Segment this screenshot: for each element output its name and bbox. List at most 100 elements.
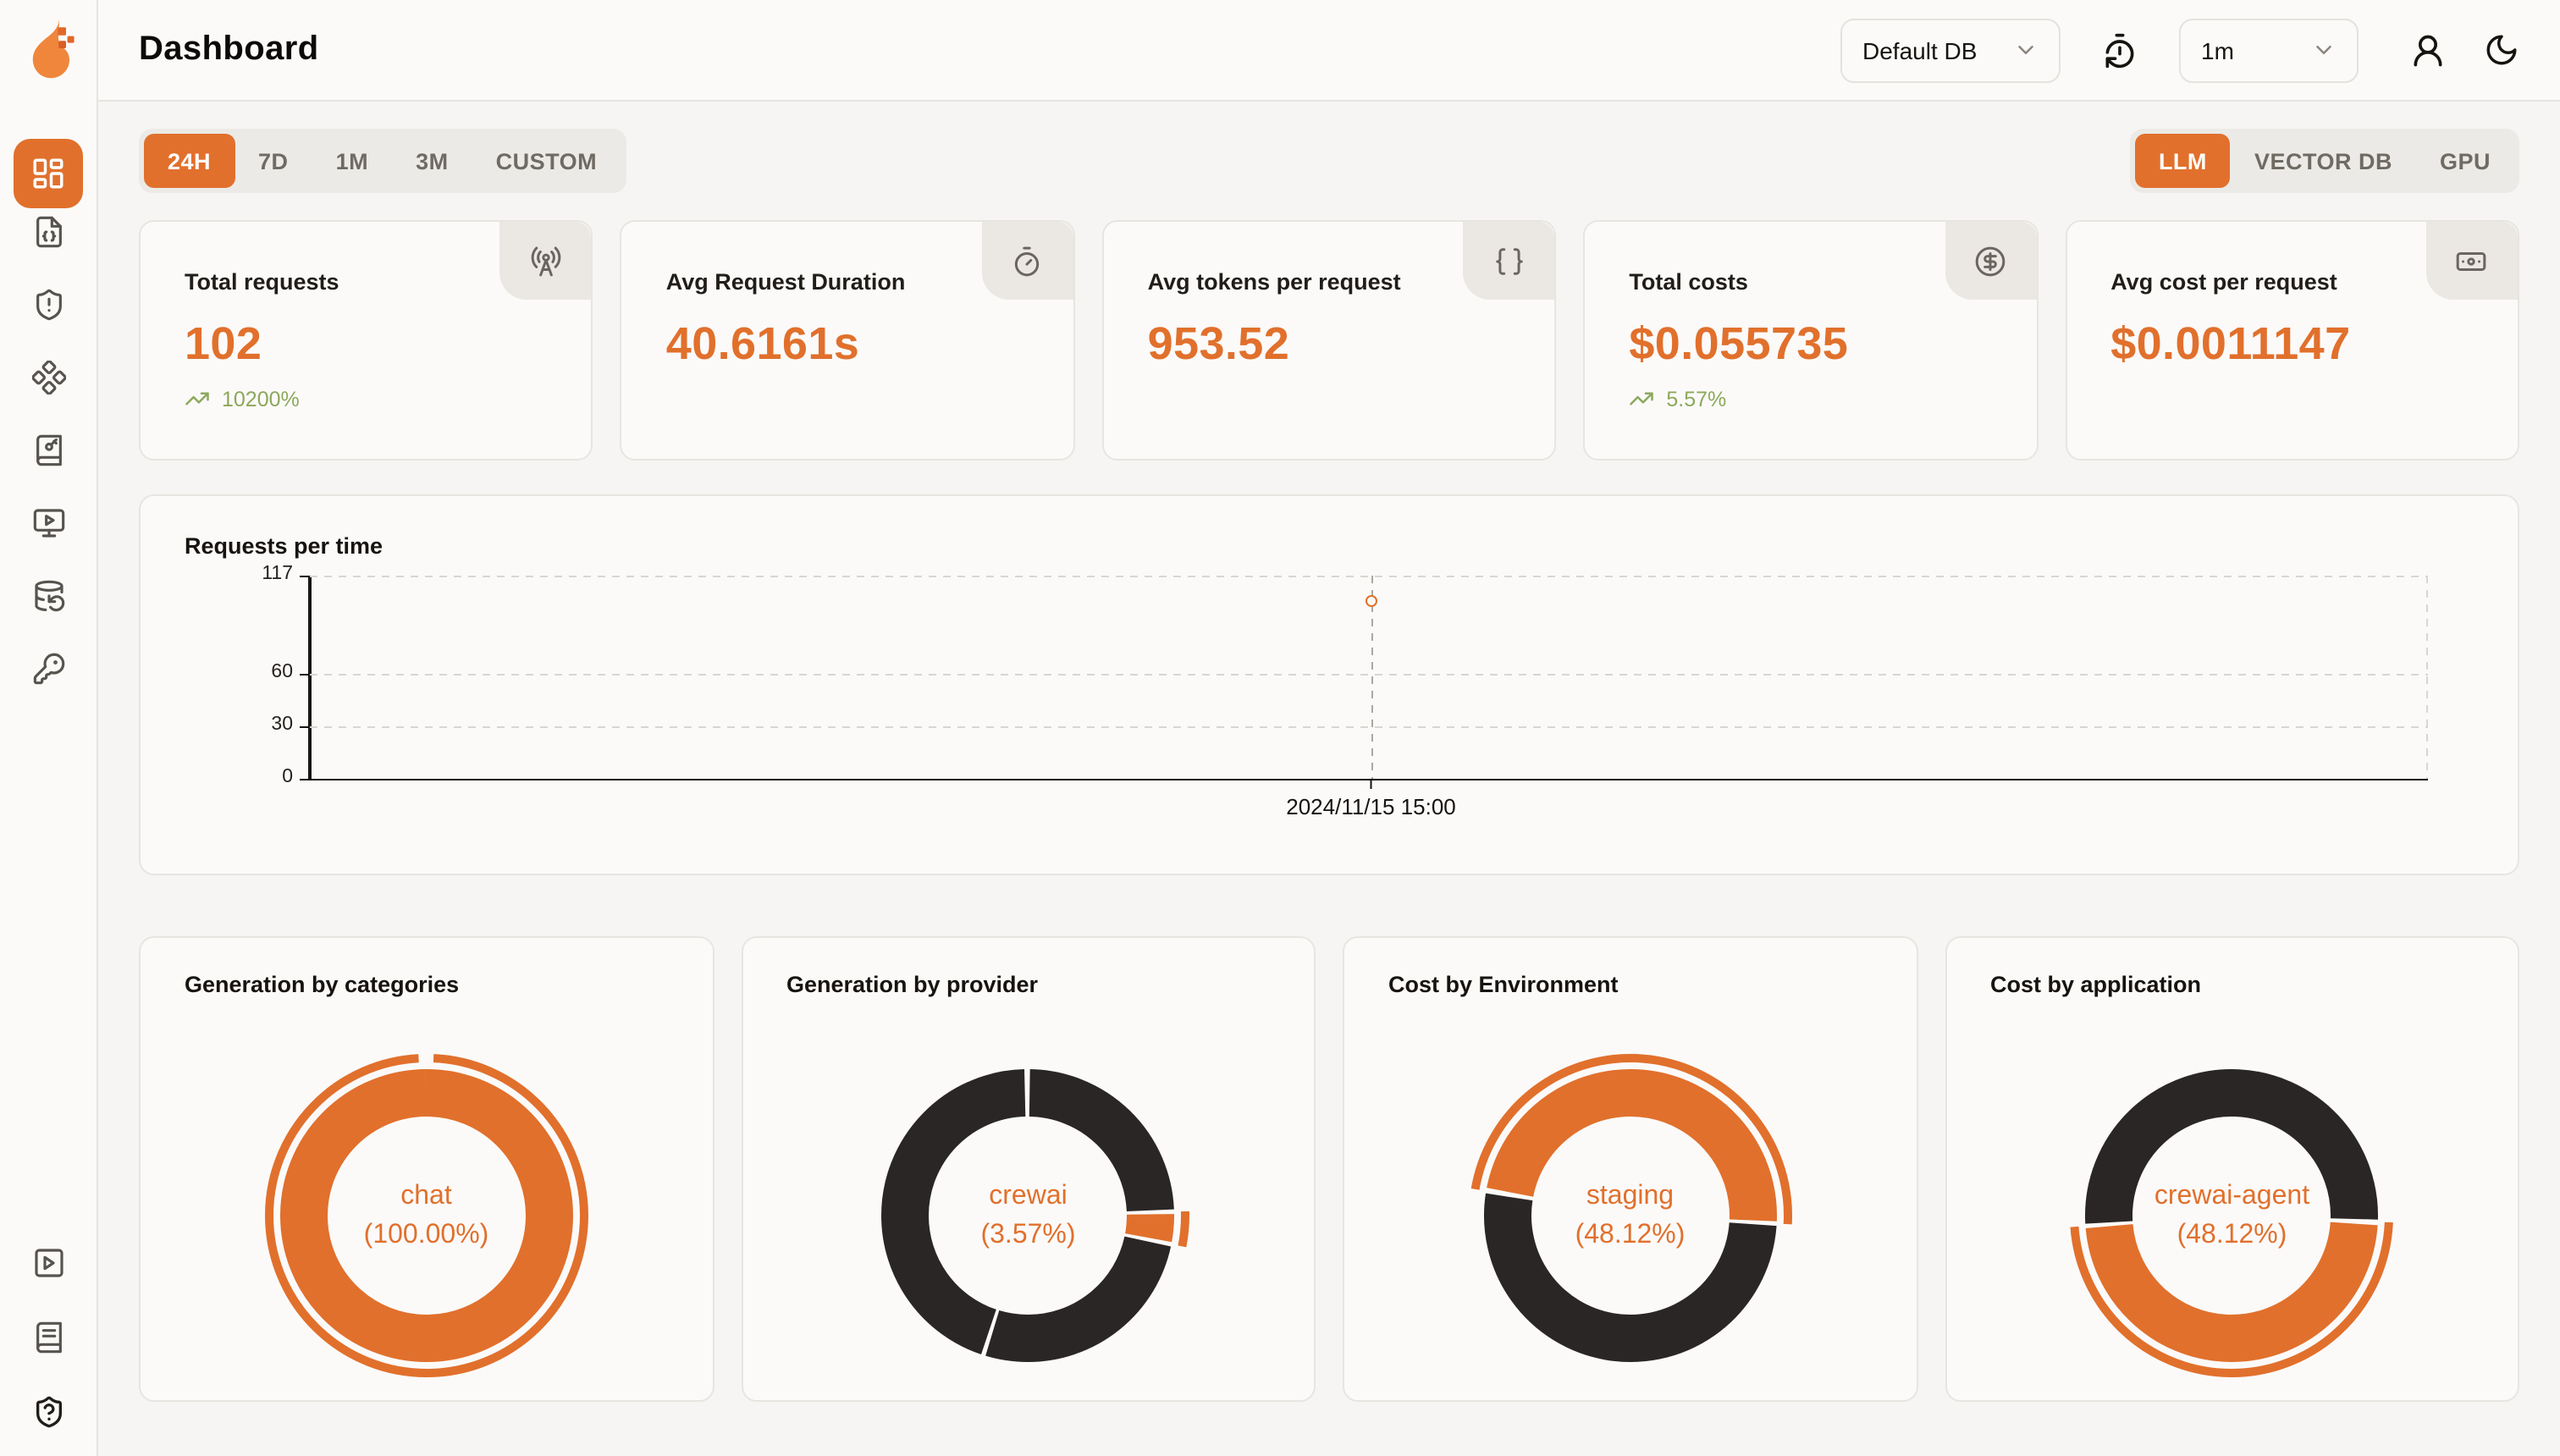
donut-center-label: crewai (3.57%) [980,1181,1076,1249]
donut-card-title: Generation by categories [185,972,460,997]
gridline [310,576,2428,577]
sidebar-item-documentation[interactable] [31,1321,65,1354]
trending-up-icon [185,386,210,411]
user-icon [2409,31,2447,69]
stats-row: Total requests 102 10200% Avg Request Du… [139,220,2519,461]
y-tick [300,778,310,780]
interval-selector-value: 1m [2201,36,2234,63]
donut-card-generation-by-categories: Generation by categories chat (100.00%) [139,936,714,1402]
tab-llm[interactable]: LLM [2134,134,2231,188]
donut-chart-environment[interactable]: staging (48.12%) [1461,1046,1800,1385]
donut-card-title: Generation by provider [786,972,1039,997]
y-tick-label: 0 [282,767,293,787]
key-icon [31,652,65,686]
x-tick-label: 2024/11/15 15:00 [1286,794,1456,819]
sidebar-item-exceptions[interactable] [31,288,65,322]
book-key-icon [31,433,65,467]
chevron-down-icon [2013,37,2039,63]
data-point[interactable] [1365,595,1377,608]
tab-gpu[interactable]: GPU [2439,148,2491,174]
database-selector-value: Default DB [1862,36,1978,63]
hover-guide-line [1371,576,1373,779]
tab-7d[interactable]: 7D [258,148,289,174]
sidebar-item-dashboard[interactable] [14,139,83,208]
x-axis-line [308,778,2428,780]
stat-trend-value: 5.57% [1666,387,1727,411]
donut-chart-application[interactable]: crewai-agent (48.12%) [2063,1046,2402,1385]
stat-card-avg-tokens: Avg tokens per request 953.52 [1101,220,1557,461]
plot-right-border [2426,576,2428,779]
stat-card-avg-duration: Avg Request Duration 40.6161s [620,220,1075,461]
tab-3m[interactable]: 3M [416,148,449,174]
donut-center-label: crewai-agent (48.12%) [2154,1181,2310,1249]
y-tick [300,673,310,676]
database-backup-icon [31,579,65,613]
sidebar-item-getting-started[interactable] [31,1246,65,1280]
book-icon [31,1321,65,1354]
top-bar: Dashboard Default DB 1m [98,0,2560,102]
y-tick-label: 60 [271,662,293,683]
braces-icon [1492,245,1525,277]
stat-label: Avg Request Duration [665,269,906,295]
user-menu-button[interactable] [2409,31,2447,69]
stat-card-total-costs: Total costs $0.055735 5.57% [1583,220,2039,461]
stat-label: Total requests [185,269,339,295]
interval-selector[interactable]: 1m [2179,18,2359,82]
stat-label: Avg cost per request [2110,269,2337,295]
stat-card-total-requests: Total requests 102 10200% [139,220,593,461]
gridline [310,674,2428,676]
sidebar-item-vault[interactable] [31,433,65,467]
y-axis-line [308,576,311,779]
radio-tower-icon [530,245,562,277]
stat-label: Avg tokens per request [1147,269,1401,295]
donut-card-title: Cost by Environment [1388,972,1619,997]
tab-24h[interactable]: 24H [144,134,235,188]
page-title: Dashboard [139,30,319,68]
donut-card-generation-by-provider: Generation by provider crewai (3.57%) [741,936,1316,1402]
stat-icon-corner [981,222,1073,300]
stat-trend-value: 10200% [222,387,300,411]
sidebar-item-api-keys[interactable] [31,652,65,686]
sidebar-item-requests[interactable] [31,215,65,249]
donut-chart-provider[interactable]: crewai (3.57%) [859,1046,1198,1385]
square-play-icon [31,1246,65,1280]
monitor-play-icon [31,506,65,540]
sidebar [0,0,98,1456]
circle-dollar-icon [1974,245,2006,277]
requests-line-chart[interactable]: 117 60 30 0 2024/11/15 15:00 [262,564,2428,819]
sidebar-item-prompt-hub[interactable] [31,361,65,394]
stat-label: Total costs [1629,269,1748,295]
component-icon [31,361,65,394]
stat-value: 40.6161s [665,318,860,369]
stat-card-avg-cost: Avg cost per request $0.0011147 [2065,220,2519,461]
shield-alert-icon [31,288,65,322]
tab-custom[interactable]: CUSTOM [495,148,598,174]
x-tick [1370,779,1372,789]
donut-center-label: chat (100.00%) [363,1181,489,1249]
requests-per-time-card: Requests per time 117 60 30 0 2024/11/15 15:… [139,494,2519,875]
y-tick-label: 30 [271,714,293,736]
stat-trend: 5.57% [1629,386,2002,411]
stat-icon-corner [1945,222,2037,300]
stat-value: $0.055735 [1629,318,1849,369]
app-logo[interactable] [22,17,76,80]
chevron-down-icon [2311,37,2337,63]
stat-icon-corner [499,222,592,300]
sidebar-item-database-config[interactable] [31,579,65,613]
sidebar-item-support[interactable] [31,1395,65,1429]
refresh-interval-button[interactable] [2101,31,2138,69]
shield-question-icon [31,1395,65,1429]
stat-value: 953.52 [1147,318,1290,369]
time-range-tabs: 24H 7D 1M 3M CUSTOM [139,129,626,193]
donut-chart-categories[interactable]: chat (100.00%) [257,1046,596,1385]
sidebar-item-playground[interactable] [31,506,65,540]
tab-1m[interactable]: 1M [335,148,369,174]
theme-toggle-button[interactable] [2484,32,2519,68]
tab-vector-db[interactable]: VECTOR DB [2254,148,2392,174]
database-selector[interactable]: Default DB [1840,18,2061,82]
filters-row: 24H 7D 1M 3M CUSTOM LLM VECTOR DB GPU [139,129,2519,193]
layout-dashboard-icon [30,156,66,191]
signal-tabs: LLM VECTOR DB GPU [2129,129,2519,193]
y-tick-label: 117 [262,564,293,584]
